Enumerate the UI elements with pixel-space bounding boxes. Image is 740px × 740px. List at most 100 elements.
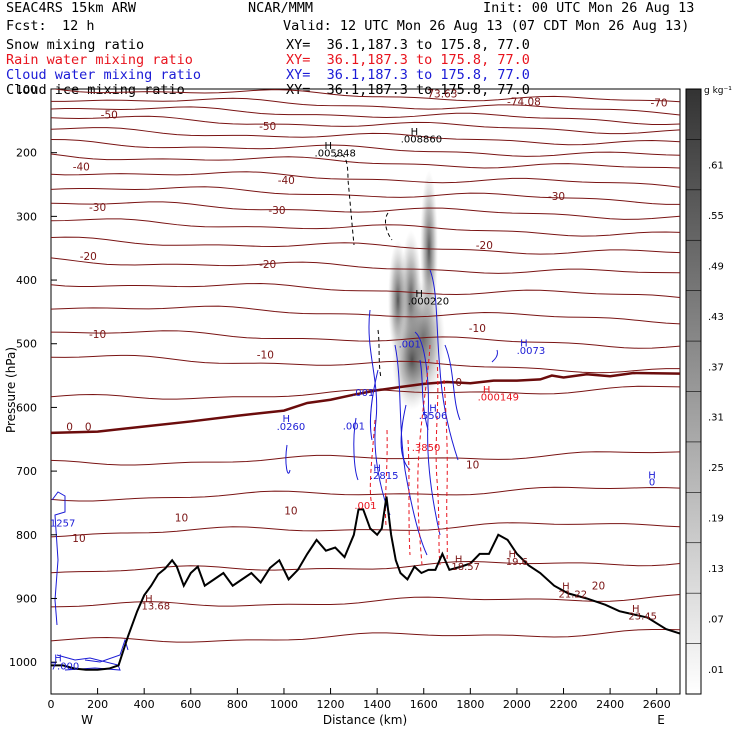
isotherm-line	[51, 451, 680, 466]
contour-annotation: H	[415, 289, 423, 300]
isotherm-line	[51, 89, 680, 103]
colorbar-label: .55	[708, 211, 724, 222]
colorbar: .01 .07 .13 .19 .25 .31 .37 .43 .49 .55 .61 g kg⁻¹	[685, 86, 732, 695]
isotherm-line	[51, 201, 680, 220]
isotherm-line	[51, 354, 680, 374]
rain-contours	[369, 344, 448, 566]
contour-annotation: 18.57	[451, 562, 480, 573]
isotherm-label: -74.08	[507, 97, 541, 109]
x-axis-ticks: 0 200 400 600 800 1000 1200 1400 1600 1800 2000 220…	[48, 688, 671, 711]
x-tick-label: 2600	[643, 698, 671, 711]
isotherm-label: -20	[259, 259, 276, 271]
isotherm-line	[51, 236, 680, 255]
x-tick-label: 200	[87, 698, 108, 711]
x-tick-label: 400	[134, 698, 155, 711]
contour-annotation: H	[283, 414, 291, 425]
y-axis-ticks: 1000 900 800 700 600 500 400 300 200 100	[9, 83, 57, 669]
isotherm-line	[51, 97, 680, 116]
contour-annotation: .001	[352, 388, 374, 399]
isotherm-line	[51, 486, 680, 502]
field-cloudwater-name: Cloud water mixing ratio	[6, 67, 202, 83]
x-tick-label: 1000	[270, 698, 298, 711]
x-tick-label: 1600	[410, 698, 438, 711]
colorbar-label: .25	[708, 463, 724, 474]
isotherm-label: -50	[101, 109, 118, 121]
fcst-label: Fcst:	[6, 18, 47, 34]
isotherm-line	[51, 305, 680, 325]
colorbar-label: .13	[708, 564, 724, 575]
zero-degree-isotherm	[51, 371, 680, 435]
contour-annotation: H	[455, 554, 463, 565]
y-tick-label: 400	[16, 274, 37, 287]
isotherm-line	[51, 106, 680, 126]
x-tick-label: 800	[227, 698, 248, 711]
contour-annotation: .2815	[370, 471, 399, 482]
contour-annotation: .001	[354, 501, 376, 512]
contour-annotation: .0260	[277, 422, 306, 433]
isotherm-label: 20	[592, 581, 605, 593]
isotherm-label: -10	[469, 323, 486, 335]
contour-annotation: 19.6	[506, 557, 528, 568]
isotherm-line	[51, 522, 680, 538]
y-tick-label: 1000	[9, 656, 37, 669]
contour-annotation: 7.000	[51, 661, 80, 672]
colorbar-label: .19	[708, 514, 724, 525]
isotherm-line	[51, 283, 680, 299]
isotherm-line	[51, 561, 680, 574]
x-tick-label: 1800	[456, 698, 484, 711]
isotherm-label: -30	[268, 205, 285, 217]
contour-annotation: .001	[343, 421, 365, 432]
model-title: SEAC4RS 15km ARW	[6, 0, 137, 16]
colorbar-label: .31	[708, 413, 724, 424]
contour-annotation: 23.45	[628, 612, 657, 623]
isotherm-line	[51, 115, 680, 135]
west-end-label: W	[81, 713, 93, 727]
x-tick-label: 0	[48, 698, 55, 711]
snow-contours	[334, 154, 393, 379]
isotherm-label: -10	[257, 350, 274, 362]
x-tick-label: 2000	[503, 698, 531, 711]
y-tick-label: 200	[16, 147, 37, 160]
x-tick-label: 1200	[317, 698, 345, 711]
isotherm-label: 10	[72, 533, 85, 545]
isotherm-line	[51, 153, 680, 169]
colorbar-label: .37	[708, 362, 724, 373]
contour-annotation: H	[648, 470, 656, 481]
freezing-level-line	[51, 371, 680, 435]
colorbar-label: .61	[708, 161, 724, 172]
contour-annotation: H	[632, 604, 640, 615]
isotherm-line	[51, 186, 680, 205]
isotherm-label: 10	[466, 460, 479, 472]
colorbar-label: .01	[708, 665, 724, 676]
field-cloudice-xy: XY= 36.1,187.3 to 175.8, 77.0	[286, 82, 530, 98]
isotherm-label: 0	[85, 422, 92, 434]
y-tick-label: 700	[16, 465, 37, 478]
east-end-label: E	[657, 713, 665, 727]
isotherm-label: -40	[278, 175, 295, 187]
cloud-shading	[388, 170, 445, 410]
contour-annotation: .3850	[412, 443, 441, 454]
isotherm-label: -20	[476, 240, 493, 252]
field-rain-name: Rain water mixing ratio	[6, 52, 193, 68]
x-tick-label: 2200	[550, 698, 578, 711]
isotherm-label: 73.63	[427, 88, 457, 100]
contour-annotation: H	[483, 385, 491, 396]
contour-annotation: 13.68	[142, 601, 171, 612]
isotherm-label: -70	[650, 97, 667, 109]
x-axis-label: Distance (km)	[323, 713, 407, 727]
isotherm-line	[51, 628, 680, 643]
contour-annotation: H	[324, 141, 332, 152]
y-axis-label: Pressure (hPa)	[4, 347, 18, 433]
colorbar-unit: g kg⁻¹	[704, 86, 732, 96]
contour-annotation: H	[145, 594, 153, 605]
y-tick-label: 300	[16, 210, 37, 223]
isotherm-label: -20	[80, 251, 97, 263]
x-tick-label: 600	[180, 698, 201, 711]
contour-annotations: H.005848H.008860H.000220H.0073.001.001.0…	[50, 127, 657, 672]
isotherm-line	[51, 593, 680, 608]
terrain-line	[51, 496, 680, 671]
contour-annotation: .5506	[419, 411, 448, 422]
field-rain-xy: XY= 36.1,187.3 to 175.8, 77.0	[286, 52, 530, 68]
valid-time: Valid: 12 UTC Mon 26 Aug 13 (07 CDT Mon …	[283, 18, 690, 34]
